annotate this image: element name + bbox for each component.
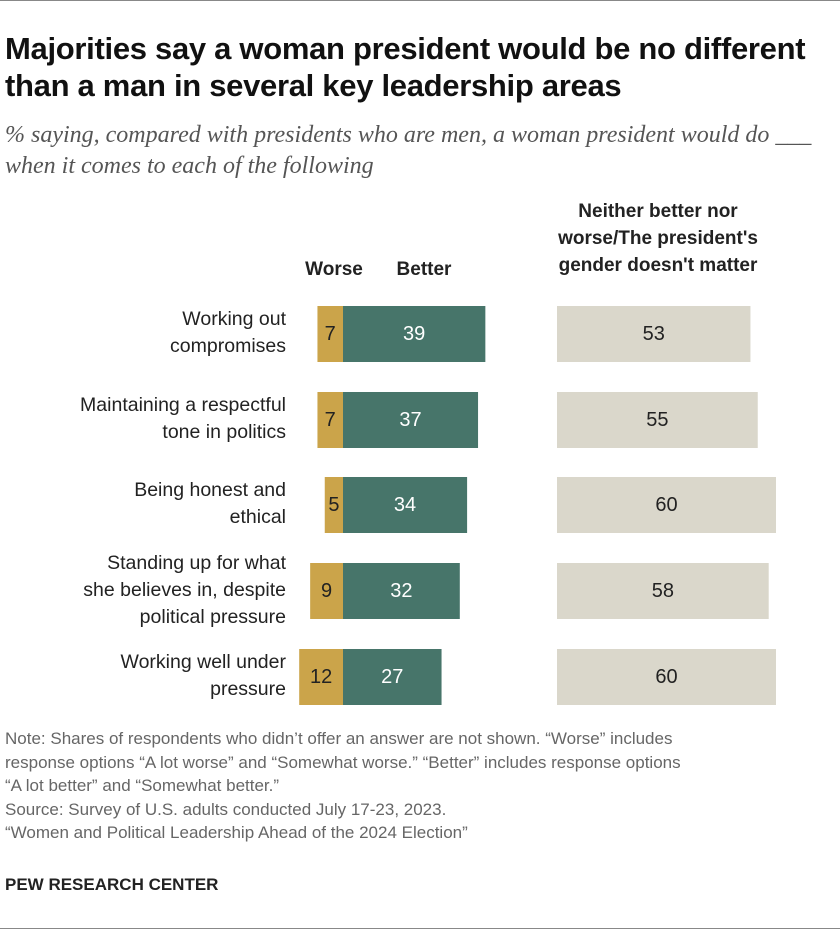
category-label-line: she believes in, despite xyxy=(83,578,286,601)
brand-logo-text: PEW RESEARCH CENTER xyxy=(5,875,219,894)
category-label-line: tone in politics xyxy=(162,421,286,443)
note-line: “A lot better” and “Somewhat better.” xyxy=(5,776,280,795)
category-label-line: ethical xyxy=(229,506,286,528)
header-neither-line: gender doesn't matter xyxy=(558,255,758,276)
category-label-line: political pressure xyxy=(139,605,286,628)
label-neither: 58 xyxy=(652,580,674,602)
label-better: 37 xyxy=(399,409,421,431)
category-label: Being honest and ethical xyxy=(0,477,286,531)
category-label-line: pressure xyxy=(210,678,286,700)
bar-neither xyxy=(557,477,776,533)
source-line: Source: Survey of U.S. adults conducted … xyxy=(5,799,447,819)
bar-neither xyxy=(557,306,751,362)
chart-title: Majorities say a woman president would b… xyxy=(5,31,806,103)
bar-better xyxy=(343,649,442,705)
label-worse: 9 xyxy=(321,580,332,602)
header-neither: Neither better nor worse/The president's… xyxy=(530,198,786,279)
header-neither-line: Neither better nor xyxy=(578,201,738,222)
bar-worse xyxy=(317,392,343,448)
category-label-line: Being honest and xyxy=(134,479,286,501)
label-neither: 55 xyxy=(646,409,668,431)
label-neither: 60 xyxy=(655,666,677,688)
label-worse: 7 xyxy=(325,409,336,431)
header-neither-line: worse/The president's xyxy=(558,228,758,249)
chart-note: Note: Shares of respondents who didn’t o… xyxy=(5,727,835,845)
chart-subtitle: % saying, compared with presidents who a… xyxy=(5,122,812,179)
note-line: Note: Shares of respondents who didn’t o… xyxy=(5,729,673,748)
top-rule xyxy=(0,0,840,1)
label-better: 32 xyxy=(390,580,412,602)
label-better: 34 xyxy=(394,494,416,516)
category-label-line: Working out xyxy=(182,308,286,330)
bar-neither xyxy=(557,649,776,705)
category-label-line: Maintaining a respectful xyxy=(80,394,286,416)
category-label-line: Standing up for what xyxy=(107,551,286,574)
bar-worse xyxy=(310,563,343,619)
label-neither: 53 xyxy=(643,323,665,345)
bar-better xyxy=(343,477,468,533)
bar-better xyxy=(343,563,460,619)
category-label-line: compromises xyxy=(170,335,286,357)
bar-better xyxy=(343,306,486,362)
category-label: Working out compromises xyxy=(0,306,286,360)
header-worse: Worse xyxy=(305,259,363,280)
label-better: 27 xyxy=(381,666,403,688)
label-better: 39 xyxy=(403,323,425,345)
bar-better xyxy=(343,392,479,448)
bar-neither xyxy=(557,392,758,448)
bar-worse xyxy=(299,649,343,705)
label-worse: 5 xyxy=(328,494,339,516)
label-worse: 7 xyxy=(325,323,336,345)
category-label: Working well under pressure xyxy=(0,649,286,703)
label-neither: 60 xyxy=(655,494,677,516)
label-worse: 12 xyxy=(310,666,332,688)
report-title-line: “Women and Political Leadership Ahead of… xyxy=(5,823,468,842)
bar-worse xyxy=(324,477,343,533)
bottom-rule xyxy=(0,928,840,929)
category-label-line: Working well under xyxy=(120,651,286,673)
category-label: Maintaining a respectful tone in politics xyxy=(0,392,286,446)
note-line: response options “A lot worse” and “Some… xyxy=(5,752,681,772)
bar-neither xyxy=(557,563,769,619)
category-label: Standing up for what she believes in, des… xyxy=(0,550,286,631)
header-better: Better xyxy=(396,259,452,280)
bar-worse xyxy=(317,306,343,362)
